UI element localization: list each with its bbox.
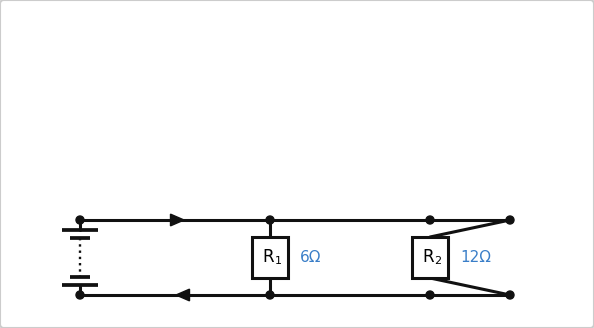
Bar xyxy=(252,237,288,278)
Circle shape xyxy=(506,291,514,299)
Polygon shape xyxy=(424,237,436,251)
Bar xyxy=(412,237,448,278)
Text: 6Ω: 6Ω xyxy=(300,250,321,265)
Circle shape xyxy=(506,216,514,224)
Text: 1: 1 xyxy=(274,256,282,266)
Polygon shape xyxy=(170,214,184,226)
Circle shape xyxy=(426,216,434,224)
Circle shape xyxy=(266,291,274,299)
Text: 2: 2 xyxy=(434,256,441,266)
Circle shape xyxy=(426,291,434,299)
Circle shape xyxy=(76,291,84,299)
Polygon shape xyxy=(176,289,189,301)
Polygon shape xyxy=(264,237,276,251)
Circle shape xyxy=(266,216,274,224)
Text: 12Ω: 12Ω xyxy=(460,250,491,265)
Text: R: R xyxy=(262,249,274,266)
Circle shape xyxy=(76,216,84,224)
Text: R: R xyxy=(422,249,434,266)
